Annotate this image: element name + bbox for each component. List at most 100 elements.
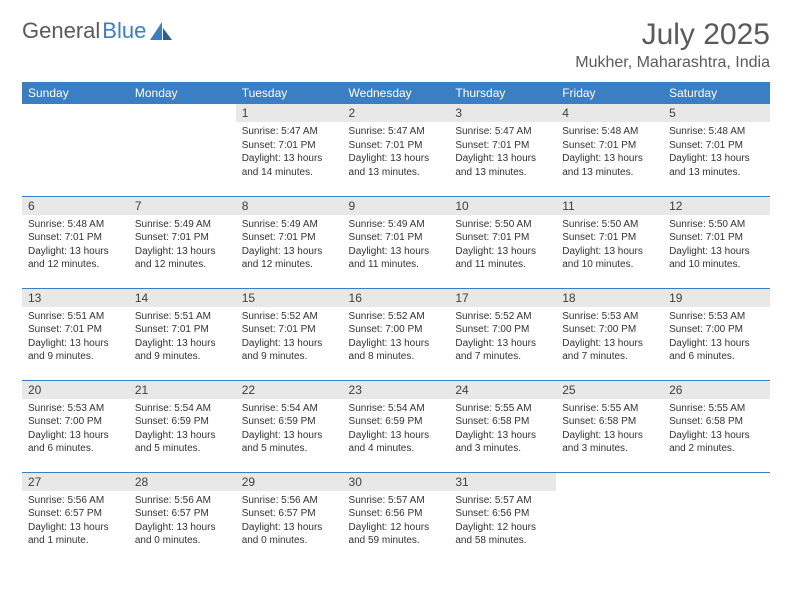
- calendar-cell: 2Sunrise: 5:47 AMSunset: 7:01 PMDaylight…: [343, 104, 450, 196]
- day-details: Sunrise: 5:56 AMSunset: 6:57 PMDaylight:…: [129, 491, 236, 551]
- day-details: Sunrise: 5:57 AMSunset: 6:56 PMDaylight:…: [343, 491, 450, 551]
- day-details: Sunrise: 5:50 AMSunset: 7:01 PMDaylight:…: [663, 215, 770, 275]
- day-details: Sunrise: 5:56 AMSunset: 6:57 PMDaylight:…: [236, 491, 343, 551]
- day-number: 16: [343, 289, 450, 307]
- day-number: 31: [449, 473, 556, 491]
- day-number: 17: [449, 289, 556, 307]
- calendar-cell: 9Sunrise: 5:49 AMSunset: 7:01 PMDaylight…: [343, 196, 450, 288]
- day-number: 20: [22, 381, 129, 399]
- day-number: 18: [556, 289, 663, 307]
- day-number: 2: [343, 104, 450, 122]
- calendar-head: SundayMondayTuesdayWednesdayThursdayFrid…: [22, 82, 770, 104]
- day-details: Sunrise: 5:48 AMSunset: 7:01 PMDaylight:…: [663, 122, 770, 182]
- day-number: 10: [449, 197, 556, 215]
- day-number: 15: [236, 289, 343, 307]
- calendar-cell: 8Sunrise: 5:49 AMSunset: 7:01 PMDaylight…: [236, 196, 343, 288]
- calendar-cell: 19Sunrise: 5:53 AMSunset: 7:00 PMDayligh…: [663, 288, 770, 380]
- calendar-table: SundayMondayTuesdayWednesdayThursdayFrid…: [22, 82, 770, 564]
- calendar-cell: 20Sunrise: 5:53 AMSunset: 7:00 PMDayligh…: [22, 380, 129, 472]
- calendar-cell: ..: [556, 472, 663, 564]
- day-number: 9: [343, 197, 450, 215]
- day-details: Sunrise: 5:49 AMSunset: 7:01 PMDaylight:…: [129, 215, 236, 275]
- day-number: 14: [129, 289, 236, 307]
- day-number: 22: [236, 381, 343, 399]
- day-details: Sunrise: 5:47 AMSunset: 7:01 PMDaylight:…: [343, 122, 450, 182]
- weekday-header: Thursday: [449, 82, 556, 104]
- day-number: 11: [556, 197, 663, 215]
- logo-text-2: Blue: [102, 18, 146, 44]
- calendar-cell: 29Sunrise: 5:56 AMSunset: 6:57 PMDayligh…: [236, 472, 343, 564]
- calendar-cell: 31Sunrise: 5:57 AMSunset: 6:56 PMDayligh…: [449, 472, 556, 564]
- day-details: Sunrise: 5:53 AMSunset: 7:00 PMDaylight:…: [663, 307, 770, 367]
- day-details: Sunrise: 5:48 AMSunset: 7:01 PMDaylight:…: [556, 122, 663, 182]
- weekday-header: Sunday: [22, 82, 129, 104]
- logo-text-1: General: [22, 18, 100, 44]
- calendar-cell: 7Sunrise: 5:49 AMSunset: 7:01 PMDaylight…: [129, 196, 236, 288]
- day-details: Sunrise: 5:55 AMSunset: 6:58 PMDaylight:…: [556, 399, 663, 459]
- day-number: 29: [236, 473, 343, 491]
- logo: GeneralBlue: [22, 18, 172, 44]
- calendar-cell: ..: [22, 104, 129, 196]
- calendar-cell: 26Sunrise: 5:55 AMSunset: 6:58 PMDayligh…: [663, 380, 770, 472]
- calendar-cell: 18Sunrise: 5:53 AMSunset: 7:00 PMDayligh…: [556, 288, 663, 380]
- day-number: 1: [236, 104, 343, 122]
- calendar-cell: 27Sunrise: 5:56 AMSunset: 6:57 PMDayligh…: [22, 472, 129, 564]
- calendar-cell: 1Sunrise: 5:47 AMSunset: 7:01 PMDaylight…: [236, 104, 343, 196]
- day-number: 23: [343, 381, 450, 399]
- weekday-header: Wednesday: [343, 82, 450, 104]
- day-number: 28: [129, 473, 236, 491]
- day-details: Sunrise: 5:50 AMSunset: 7:01 PMDaylight:…: [556, 215, 663, 275]
- day-number: 7: [129, 197, 236, 215]
- calendar-cell: 13Sunrise: 5:51 AMSunset: 7:01 PMDayligh…: [22, 288, 129, 380]
- calendar-body: ....1Sunrise: 5:47 AMSunset: 7:01 PMDayl…: [22, 104, 770, 564]
- calendar-cell: 16Sunrise: 5:52 AMSunset: 7:00 PMDayligh…: [343, 288, 450, 380]
- day-details: Sunrise: 5:47 AMSunset: 7:01 PMDaylight:…: [449, 122, 556, 182]
- day-number: 27: [22, 473, 129, 491]
- weekday-header: Monday: [129, 82, 236, 104]
- calendar-cell: 17Sunrise: 5:52 AMSunset: 7:00 PMDayligh…: [449, 288, 556, 380]
- calendar-cell: 25Sunrise: 5:55 AMSunset: 6:58 PMDayligh…: [556, 380, 663, 472]
- weekday-header: Tuesday: [236, 82, 343, 104]
- calendar-cell: ..: [129, 104, 236, 196]
- day-details: Sunrise: 5:54 AMSunset: 6:59 PMDaylight:…: [236, 399, 343, 459]
- calendar-cell: 10Sunrise: 5:50 AMSunset: 7:01 PMDayligh…: [449, 196, 556, 288]
- day-number: 24: [449, 381, 556, 399]
- logo-sail-icon: [150, 22, 172, 40]
- day-number: 3: [449, 104, 556, 122]
- day-number: 19: [663, 289, 770, 307]
- day-details: Sunrise: 5:55 AMSunset: 6:58 PMDaylight:…: [449, 399, 556, 459]
- day-number: 4: [556, 104, 663, 122]
- day-details: Sunrise: 5:48 AMSunset: 7:01 PMDaylight:…: [22, 215, 129, 275]
- day-number: 5: [663, 104, 770, 122]
- day-number: 30: [343, 473, 450, 491]
- day-details: Sunrise: 5:53 AMSunset: 7:00 PMDaylight:…: [22, 399, 129, 459]
- calendar-cell: 14Sunrise: 5:51 AMSunset: 7:01 PMDayligh…: [129, 288, 236, 380]
- day-details: Sunrise: 5:53 AMSunset: 7:00 PMDaylight:…: [556, 307, 663, 367]
- day-details: Sunrise: 5:52 AMSunset: 7:00 PMDaylight:…: [343, 307, 450, 367]
- day-details: Sunrise: 5:56 AMSunset: 6:57 PMDaylight:…: [22, 491, 129, 551]
- day-details: Sunrise: 5:55 AMSunset: 6:58 PMDaylight:…: [663, 399, 770, 459]
- calendar-cell: 23Sunrise: 5:54 AMSunset: 6:59 PMDayligh…: [343, 380, 450, 472]
- calendar-cell: 30Sunrise: 5:57 AMSunset: 6:56 PMDayligh…: [343, 472, 450, 564]
- title-block: July 2025 Mukher, Maharashtra, India: [575, 18, 770, 72]
- calendar-cell: 24Sunrise: 5:55 AMSunset: 6:58 PMDayligh…: [449, 380, 556, 472]
- weekday-header: Friday: [556, 82, 663, 104]
- calendar-cell: 15Sunrise: 5:52 AMSunset: 7:01 PMDayligh…: [236, 288, 343, 380]
- day-number: 21: [129, 381, 236, 399]
- day-number: 12: [663, 197, 770, 215]
- calendar-cell: 6Sunrise: 5:48 AMSunset: 7:01 PMDaylight…: [22, 196, 129, 288]
- calendar-cell: 3Sunrise: 5:47 AMSunset: 7:01 PMDaylight…: [449, 104, 556, 196]
- day-number: 6: [22, 197, 129, 215]
- day-details: Sunrise: 5:52 AMSunset: 7:00 PMDaylight:…: [449, 307, 556, 367]
- day-details: Sunrise: 5:54 AMSunset: 6:59 PMDaylight:…: [343, 399, 450, 459]
- day-number: 13: [22, 289, 129, 307]
- day-details: Sunrise: 5:49 AMSunset: 7:01 PMDaylight:…: [236, 215, 343, 275]
- weekday-header: Saturday: [663, 82, 770, 104]
- day-number: 8: [236, 197, 343, 215]
- day-details: Sunrise: 5:47 AMSunset: 7:01 PMDaylight:…: [236, 122, 343, 182]
- day-number: 26: [663, 381, 770, 399]
- day-number: 25: [556, 381, 663, 399]
- day-details: Sunrise: 5:52 AMSunset: 7:01 PMDaylight:…: [236, 307, 343, 367]
- day-details: Sunrise: 5:54 AMSunset: 6:59 PMDaylight:…: [129, 399, 236, 459]
- location-subtitle: Mukher, Maharashtra, India: [575, 54, 770, 72]
